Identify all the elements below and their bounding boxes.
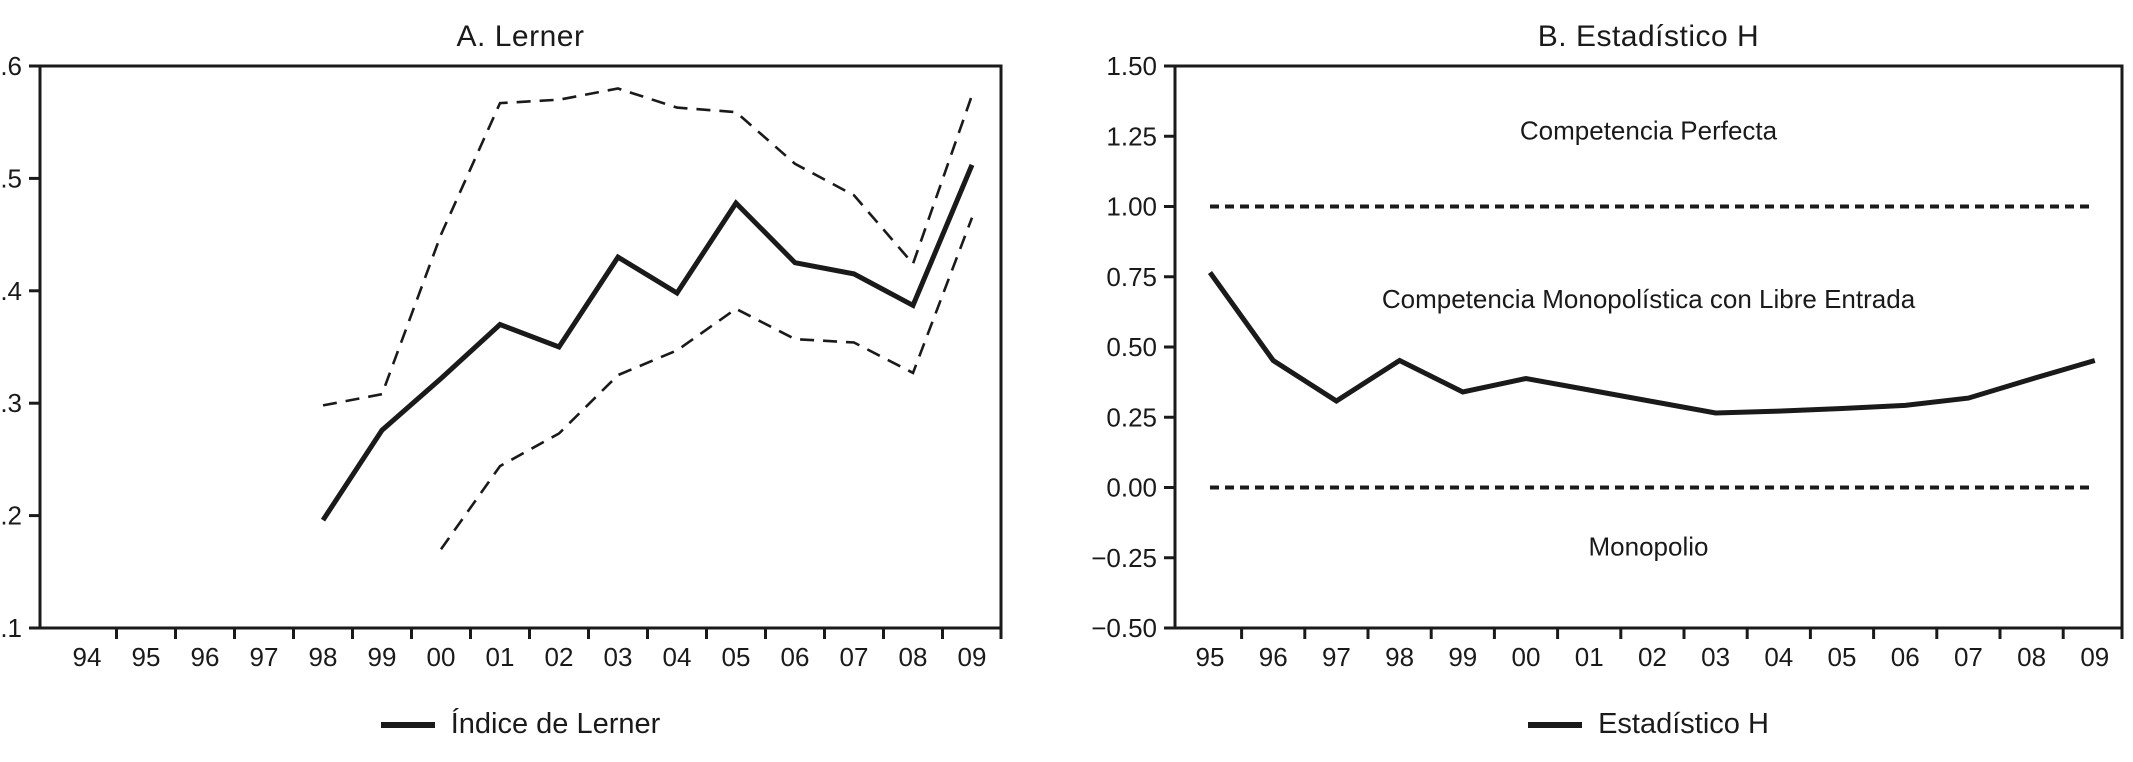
panel-b-y-tick-label: 0.50 — [1106, 332, 1157, 362]
panel-b-x-tick-label: 01 — [1575, 642, 1604, 672]
panel-b-x-tick-label: 02 — [1638, 642, 1667, 672]
panel-a-x-tick-label: 09 — [958, 642, 987, 672]
panel-a-x-tick-label: 96 — [191, 642, 220, 672]
panel-a-legend: Índice de Lerner — [40, 708, 1001, 741]
panel-b-x-tick-label: 08 — [2017, 642, 2046, 672]
panel-a-x-tick-label: 98 — [309, 642, 338, 672]
panel-a-x-tick-label: 04 — [663, 642, 692, 672]
panel-b-y-tick-label: 1.50 — [1106, 51, 1157, 81]
panel-b-x-tick-label: 95 — [1196, 642, 1225, 672]
panel-b-series-solid-line — [1207, 271, 2096, 416]
panel-b-x-tick-label: 05 — [1828, 642, 1857, 672]
panel-a-x-tick-label: 06 — [781, 642, 810, 672]
solid-line-sample-icon — [380, 721, 435, 728]
panel-a-x-tick-label: 01 — [486, 642, 515, 672]
panel-a-y-tick-label: .1 — [0, 613, 22, 643]
panel-a-x-tick-label: 07 — [840, 642, 869, 672]
panel-b-x-tick-label: 03 — [1701, 642, 1730, 672]
panel-b-y-tick-label: −0.50 — [1091, 613, 1157, 643]
panel-b-y-tick-label: 0.00 — [1106, 473, 1157, 503]
panel-a-x-tick-label: 03 — [604, 642, 633, 672]
panel-a-x-tick-label: 95 — [132, 642, 161, 672]
panel-a-series-dashed-line — [439, 217, 974, 551]
panel-b-x-tick-label: 06 — [1891, 642, 1920, 672]
panel-a-title: A. Lerner — [456, 20, 585, 53]
panel-b-legend-label: Estadístico H — [1598, 708, 1769, 740]
panel-a-x-tick-label: 02 — [545, 642, 574, 672]
panel-b-y-tick-label: 0.75 — [1106, 262, 1157, 292]
solid-line-sample-icon — [1528, 721, 1583, 728]
panel-b-x-tick-label: 07 — [1954, 642, 1983, 672]
panel-a-y-tick-label: .5 — [0, 163, 22, 193]
panel-b-x-tick-label: 99 — [1448, 642, 1477, 672]
panel-a-plot-border — [38, 64, 1003, 630]
panel-a-legend-label: Índice de Lerner — [450, 708, 661, 740]
panel-b-x-tick-label: 09 — [2080, 642, 2109, 672]
panel-b-x-tick-label: 04 — [1764, 642, 1793, 672]
panel-a-x-tick-label: 94 — [73, 642, 102, 672]
panel-b-legend: Estadístico H — [1175, 708, 2122, 741]
panel-a-x-tick-label: 97 — [250, 642, 279, 672]
panel-b-region-label: Competencia Perfecta — [1520, 116, 1778, 146]
panel-a-y-tick-label: .6 — [0, 51, 22, 81]
panel-b-x-tick-label: 00 — [1512, 642, 1541, 672]
panel-a-y-tick-label: .2 — [0, 501, 22, 531]
panel-a-x-tick-label: 00 — [427, 642, 456, 672]
panel-a-y-tick-label: .3 — [0, 388, 22, 418]
panel-b-x-tick-label: 97 — [1322, 642, 1351, 672]
panel-a-x-tick-label: 99 — [368, 642, 397, 672]
panel-b-region-label: Monopolio — [1589, 532, 1709, 562]
panel-b-x-tick-label: 98 — [1385, 642, 1414, 672]
panel-a-x-tick-label: 08 — [899, 642, 928, 672]
panel-b-y-tick-label: 1.00 — [1106, 192, 1157, 222]
panel-a-y-tick-label: .4 — [0, 276, 22, 306]
panel-b-y-tick-label: 0.25 — [1106, 402, 1157, 432]
panel-b-title: B. Estadístico H — [1537, 20, 1760, 53]
panel-a-series-dashed-line — [322, 87, 974, 407]
panel-b-y-tick-label: 1.25 — [1106, 121, 1157, 151]
panel-b-y-tick-label: −0.25 — [1091, 543, 1157, 573]
panel-b-x-tick-label: 96 — [1259, 642, 1288, 672]
panel-b-region-label: Competencia Monopolística con Libre Entr… — [1382, 284, 1916, 314]
panel-a-series-solid-line — [320, 163, 975, 522]
panel-a-x-tick-label: 05 — [722, 642, 751, 672]
